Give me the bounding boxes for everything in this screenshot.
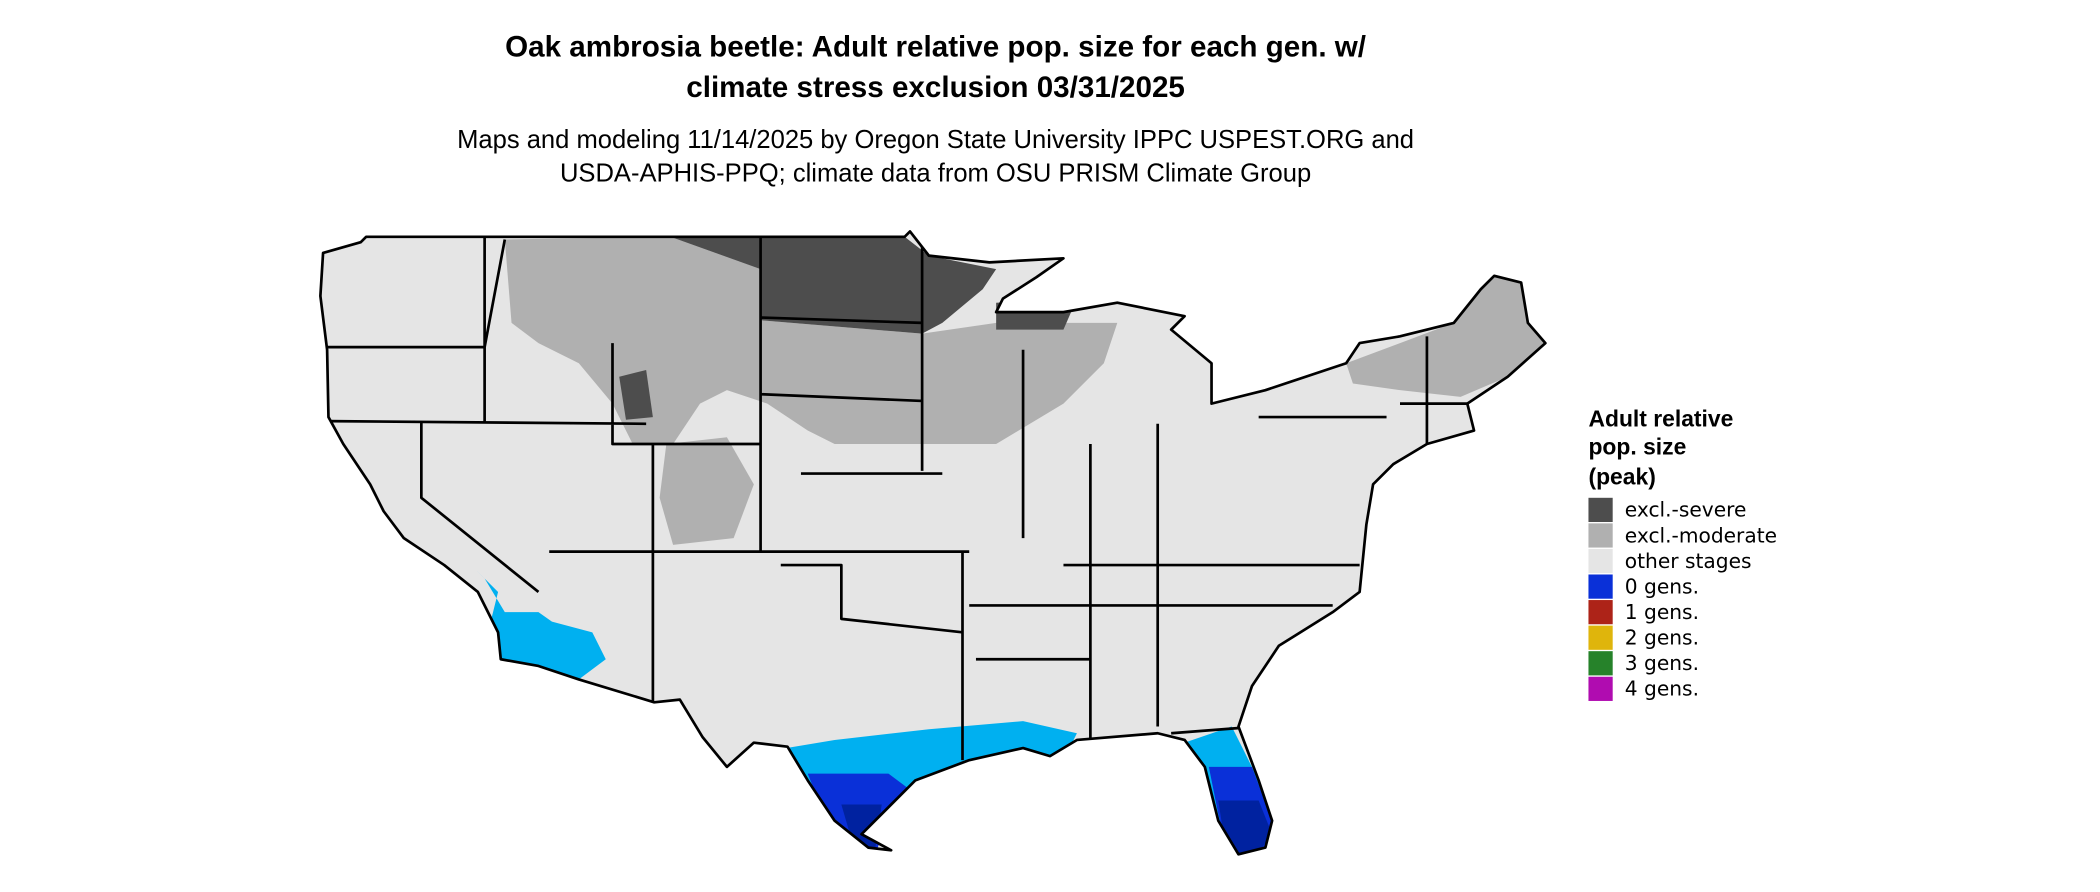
legend-swatch: [1588, 676, 1613, 701]
legend-label: 3 gens.: [1625, 651, 1699, 675]
moderate-zone: [659, 437, 754, 545]
legend-title-line: Adult relative: [1588, 405, 1733, 431]
us-outline: [319, 230, 1547, 856]
subtitle-line: USDA-APHIS-PPQ; climate data from OSU PR…: [560, 160, 1311, 188]
legend-title-line: (peak): [1588, 463, 1655, 489]
map-fills: [320, 231, 1546, 855]
title-line: Oak ambrosia beetle: Adult relative pop.…: [505, 31, 1366, 64]
legend: Adult relative pop. size (peak) excl.-se…: [1588, 405, 1777, 701]
legend-swatch: [1588, 574, 1613, 599]
severe-zone: [670, 236, 997, 334]
legend-label: 0 gens.: [1625, 574, 1699, 598]
legend-swatch: [1588, 523, 1613, 548]
title: Oak ambrosia beetle: Adult relative pop.…: [457, 31, 1414, 188]
title-line: climate stress exclusion 03/31/2025: [686, 71, 1185, 104]
cyan-zone: [471, 565, 606, 680]
state-borders: [327, 236, 1481, 761]
legend-label: other stages: [1625, 549, 1752, 573]
legend-swatch: [1588, 600, 1613, 625]
severe-zone: [619, 369, 653, 420]
severe-zone: [996, 298, 1077, 330]
subtitle-line: Maps and modeling 11/14/2025 by Oregon S…: [457, 126, 1414, 154]
legend-swatch: [1588, 548, 1613, 574]
legend-label: 2 gens.: [1625, 626, 1699, 650]
legend-swatch: [1588, 497, 1613, 523]
moderate-zone: [1346, 275, 1546, 397]
legend-title-line: pop. size: [1588, 434, 1686, 460]
legend-label: 4 gens.: [1625, 677, 1699, 701]
legend-label: excl.-moderate: [1625, 523, 1777, 547]
moderate-zone: [504, 236, 1118, 444]
legend-swatch: [1588, 625, 1613, 650]
legend-label: excl.-severe: [1625, 498, 1747, 522]
legend-swatch: [1588, 651, 1613, 676]
legend-label: 1 gens.: [1625, 600, 1699, 624]
